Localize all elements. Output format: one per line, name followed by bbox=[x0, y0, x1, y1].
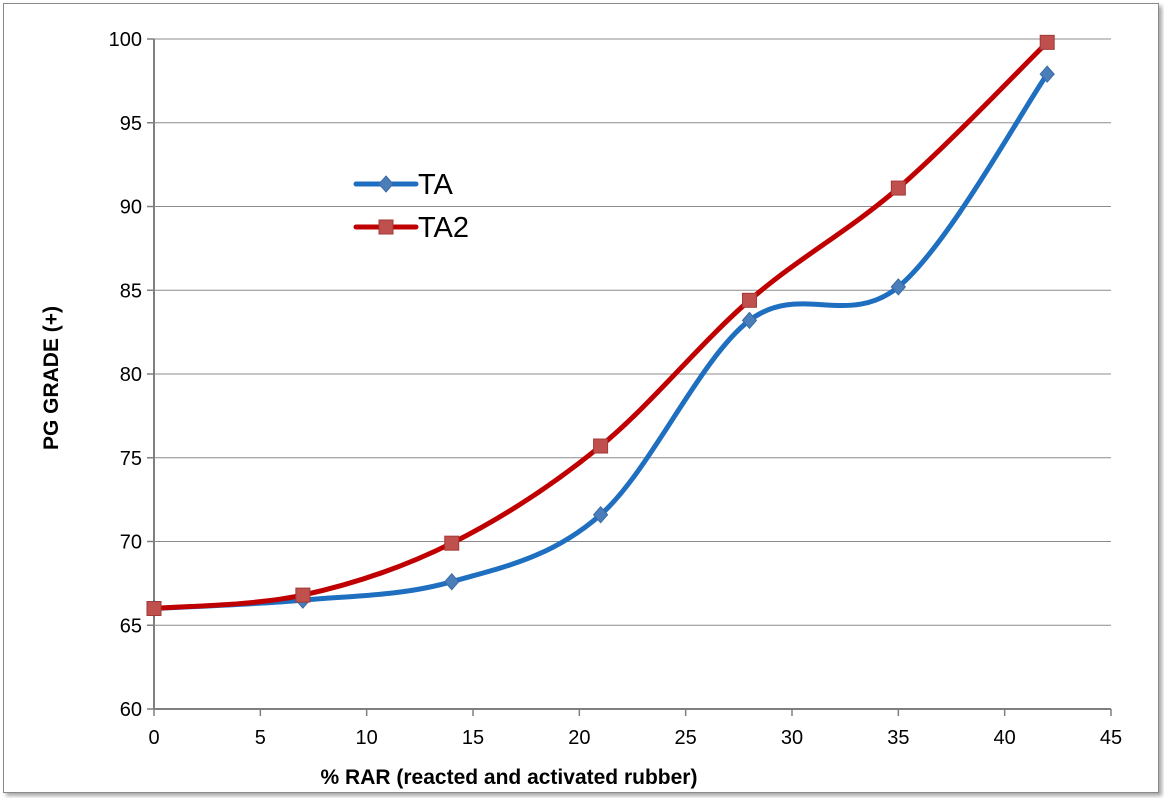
x-tick-label: 30 bbox=[781, 727, 803, 749]
y-tick-label: 70 bbox=[120, 532, 142, 554]
series-ta2 bbox=[146, 34, 1055, 616]
x-tick-label: 45 bbox=[1100, 727, 1122, 749]
data-point bbox=[1039, 65, 1055, 83]
x-tick-label: 15 bbox=[462, 727, 484, 749]
y-tick-label: 85 bbox=[120, 280, 142, 302]
legend-label: TA bbox=[418, 169, 454, 201]
legend-item-ta: TA bbox=[353, 169, 454, 201]
y-tick-label: 100 bbox=[109, 29, 142, 51]
x-tick-label: 10 bbox=[356, 727, 378, 749]
y-tick-label: 90 bbox=[120, 197, 142, 219]
axes bbox=[147, 38, 1112, 716]
x-axis-title: % RAR (reacted and activated rubber) bbox=[321, 766, 698, 789]
y-tick-label: 60 bbox=[120, 699, 142, 721]
line-chart: 60 65 70 75 80 85 90 95 100 0 5 10 15 20 25 30 35 40 45 T… bbox=[40, 29, 1122, 789]
data-point bbox=[444, 572, 460, 591]
x-tick-label: 40 bbox=[994, 727, 1016, 749]
y-tick-label: 95 bbox=[120, 113, 142, 135]
data-point bbox=[1039, 34, 1055, 50]
legend-marker bbox=[378, 219, 394, 235]
x-tick-labels: 0 5 10 15 20 25 30 35 40 45 bbox=[148, 727, 1122, 749]
y-axis-title: PG GRADE (+) bbox=[40, 306, 63, 450]
x-tick-label: 20 bbox=[568, 727, 590, 749]
data-point bbox=[444, 535, 460, 551]
series-layer bbox=[146, 34, 1055, 618]
y-tick-label: 65 bbox=[120, 615, 142, 637]
chart-frame: 60 65 70 75 80 85 90 95 100 0 5 10 15 20 25 30 35 40 45 T… bbox=[3, 3, 1159, 793]
data-point bbox=[295, 587, 311, 603]
data-point bbox=[593, 438, 609, 454]
y-tick-labels: 60 65 70 75 80 85 90 95 100 bbox=[109, 29, 142, 721]
x-tick-label: 35 bbox=[887, 727, 909, 749]
series-line-ta bbox=[151, 71, 1050, 611]
data-point bbox=[890, 180, 906, 196]
y-tick-label: 75 bbox=[120, 448, 142, 470]
data-point bbox=[890, 278, 906, 296]
x-tick-label: 25 bbox=[675, 727, 697, 749]
x-tick-label: 0 bbox=[148, 727, 159, 749]
series-ta bbox=[146, 65, 1055, 618]
series-line-ta2 bbox=[151, 39, 1050, 611]
legend-label: TA2 bbox=[418, 212, 469, 244]
legend: TA TA2 bbox=[353, 169, 469, 244]
legend-item-ta2: TA2 bbox=[353, 212, 469, 244]
data-point bbox=[741, 292, 757, 308]
x-tick-label: 5 bbox=[255, 727, 266, 749]
legend-marker bbox=[378, 175, 394, 193]
data-point bbox=[741, 311, 758, 330]
data-point bbox=[146, 601, 162, 616]
data-point bbox=[592, 505, 609, 524]
y-tick-label: 80 bbox=[120, 364, 142, 386]
grid-lines bbox=[154, 38, 1111, 626]
